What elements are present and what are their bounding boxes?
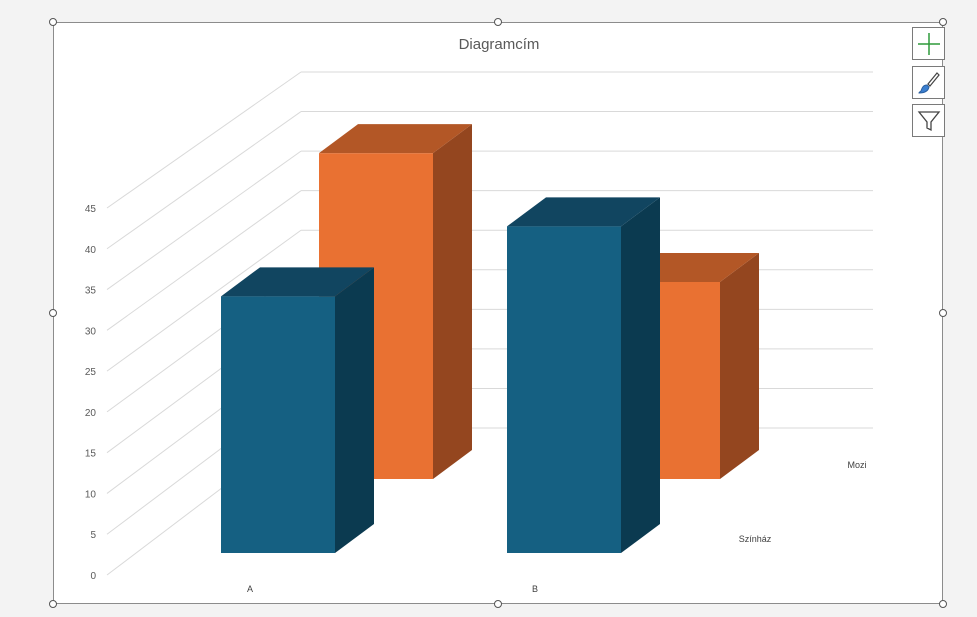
y-tick-label: 15 (85, 449, 97, 460)
resize-handle-bottom-right[interactable] (939, 600, 947, 608)
resize-handle-bottom[interactable] (494, 600, 502, 608)
bar-front (221, 296, 335, 553)
resize-handle-left[interactable] (49, 309, 57, 317)
funnel-icon (917, 110, 940, 131)
plus-icon (917, 32, 940, 55)
brush-icon (917, 71, 940, 94)
chart-elements-button[interactable] (912, 27, 945, 60)
y-tick-label: 25 (85, 367, 97, 378)
bar-side (335, 267, 374, 553)
y-tick-label: 30 (85, 326, 97, 337)
chart-filters-button[interactable] (912, 104, 945, 137)
resize-handle-top-left[interactable] (49, 18, 57, 26)
y-tick-label: 45 (85, 204, 97, 215)
resize-handle-top[interactable] (494, 18, 502, 26)
resize-handle-top-right[interactable] (939, 18, 947, 26)
y-tick-label: 5 (90, 530, 96, 541)
y-tick-label: 20 (85, 408, 97, 419)
bar-side (433, 124, 472, 480)
gridline-side (106, 190, 302, 331)
gridline-side (106, 150, 302, 290)
gridline-side (106, 229, 302, 372)
chart-area[interactable]: Diagramcím 0 5 10 15 20 25 30 35 40 45 Színház Moz… (53, 22, 943, 604)
bar-top (507, 197, 660, 227)
chart-title[interactable]: Diagramcím (459, 36, 540, 53)
chart-styles-button[interactable] (912, 66, 945, 99)
bar-top (319, 124, 472, 154)
category-label: B (532, 584, 538, 594)
y-axis: 0 5 10 15 20 25 30 35 40 45 (85, 204, 97, 582)
y-tick-label: 35 (85, 286, 97, 297)
resize-handle-right[interactable] (939, 309, 947, 317)
bar-top (221, 267, 374, 297)
category-label: A (247, 584, 253, 594)
bar-side (621, 197, 660, 554)
y-tick-label: 10 (85, 489, 97, 500)
resize-handle-bottom-left[interactable] (49, 600, 57, 608)
bars (221, 124, 759, 554)
gridline-side (106, 71, 302, 209)
y-tick-label: 40 (85, 245, 97, 256)
chart-svg: Diagramcím 0 5 10 15 20 25 30 35 40 45 Színház Moz… (85, 36, 873, 594)
series-axis-label: Mozi (847, 460, 866, 470)
bar-front (507, 226, 621, 554)
y-tick-label: 0 (90, 571, 96, 582)
series-axis: Színház Mozi (739, 460, 867, 544)
series-axis-label: Színház (739, 534, 772, 544)
bar-side (720, 252, 759, 479)
gridline-side (106, 111, 302, 250)
